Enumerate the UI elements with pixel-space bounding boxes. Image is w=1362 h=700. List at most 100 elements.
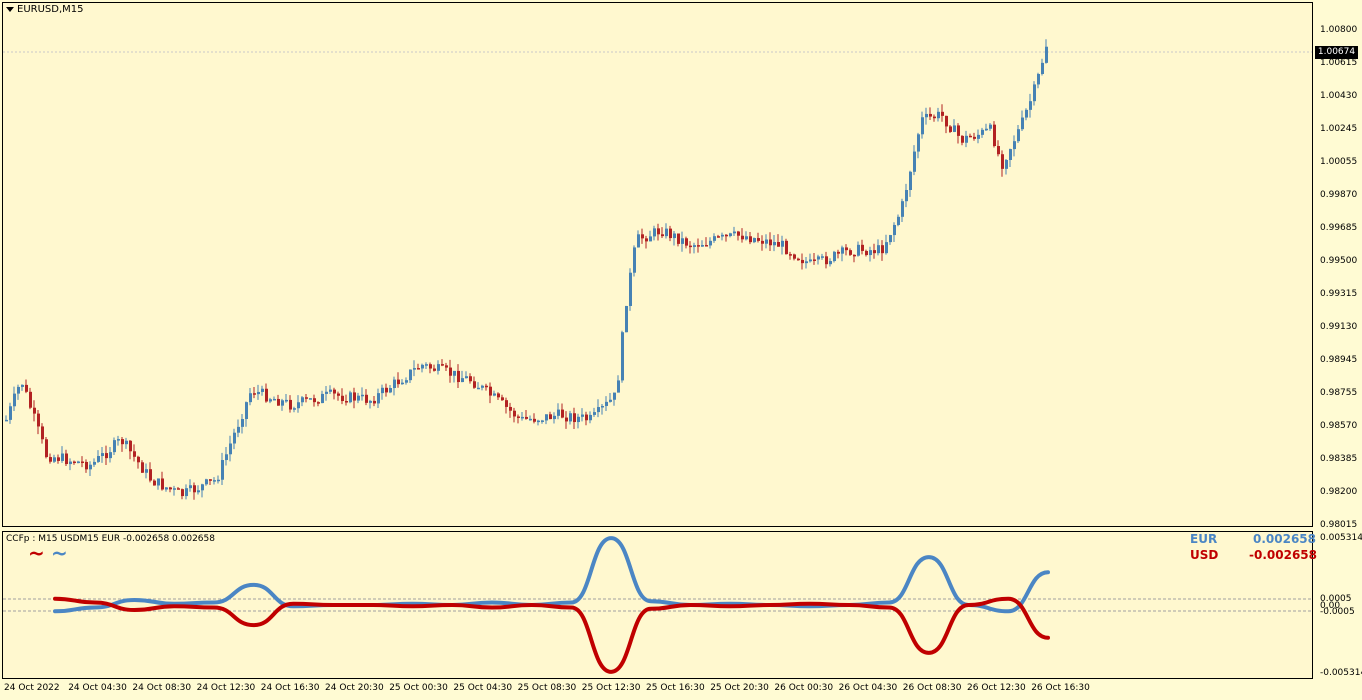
candle-body	[693, 245, 696, 247]
candle-body	[397, 379, 400, 385]
candle-body	[321, 393, 324, 404]
candle-body	[477, 387, 480, 390]
candle-body	[473, 381, 476, 388]
candle-body	[621, 332, 624, 381]
candle-body	[425, 364, 428, 366]
candle-body	[833, 251, 836, 262]
candle-body	[357, 395, 360, 401]
candle-body	[609, 399, 612, 402]
price-tick-label: 0.99870	[1320, 190, 1358, 200]
candle-body	[237, 426, 240, 433]
candle-body	[141, 462, 144, 473]
candle-body	[21, 384, 24, 387]
candle-body	[137, 456, 140, 463]
candle-body	[337, 393, 340, 396]
candle-body	[889, 235, 892, 243]
candle-body	[901, 201, 904, 217]
candle-body	[757, 238, 760, 241]
candle-body	[837, 251, 840, 254]
time-tick-label: 24 Oct 2022	[4, 683, 60, 693]
time-tick-label: 26 Oct 08:30	[902, 683, 962, 693]
indicator-scale-max: 0.005314	[1320, 533, 1362, 543]
candle-body	[825, 256, 828, 265]
candle-body	[765, 239, 768, 244]
candle-body	[805, 261, 808, 264]
candle-body	[285, 399, 288, 402]
candle-body	[769, 239, 772, 246]
candle-body	[481, 385, 484, 388]
candle-body	[637, 234, 640, 248]
candle-body	[325, 391, 328, 394]
candle-body	[301, 397, 304, 403]
price-tick-label: 0.98755	[1320, 388, 1358, 398]
candle-body	[877, 245, 880, 254]
indicator-scale-zero: 0.00	[1320, 601, 1341, 611]
candle-body	[249, 393, 252, 403]
candle-body	[209, 479, 212, 481]
candle-body	[121, 439, 124, 445]
candle-body	[213, 480, 216, 482]
candle-body	[49, 457, 52, 462]
time-tick-label: 24 Oct 16:30	[260, 683, 320, 693]
candle-body	[593, 412, 596, 415]
candle-body	[69, 461, 72, 465]
candle-body	[1013, 141, 1016, 150]
candle-body	[553, 415, 556, 420]
candle-body	[773, 242, 776, 246]
candle-body	[633, 247, 636, 273]
candle-body	[653, 228, 656, 237]
candle-body	[577, 416, 580, 423]
candle-body	[873, 250, 876, 254]
candle-body	[713, 236, 716, 241]
candle-body	[157, 478, 160, 486]
candle-body	[57, 457, 60, 461]
time-tick-label: 26 Oct 00:30	[774, 683, 834, 693]
usd-line-icon: ~	[28, 541, 45, 565]
candle-body	[201, 484, 204, 491]
candle-body	[205, 479, 208, 485]
candle-body	[1041, 62, 1044, 74]
candle-body	[733, 231, 736, 234]
time-tick-label: 25 Oct 04:30	[453, 683, 513, 693]
candle-body	[777, 242, 780, 247]
indicator-area[interactable]	[2, 531, 1313, 679]
candle-body	[845, 247, 848, 251]
chart-title[interactable]: EURUSD,M15	[6, 4, 83, 15]
candle-body	[617, 380, 620, 393]
time-tick-label: 26 Oct 16:30	[1031, 683, 1090, 693]
time-tick-label: 25 Oct 08:30	[517, 683, 577, 693]
time-tick-label: 24 Oct 12:30	[196, 683, 256, 693]
candle-body	[177, 488, 180, 490]
price-tick-label: 0.99315	[1320, 289, 1358, 299]
candle-body	[317, 402, 320, 404]
price-tick-label: 0.98200	[1320, 487, 1358, 497]
candle-body	[573, 413, 576, 423]
time-tick-label: 26 Oct 04:30	[838, 683, 898, 693]
candle-body	[5, 419, 8, 422]
candle-body	[101, 453, 104, 457]
price-tick-label: 1.00800	[1320, 25, 1358, 35]
candle-body	[93, 461, 96, 465]
candle-body	[173, 488, 176, 490]
candle-body	[973, 136, 976, 139]
candle-body	[897, 216, 900, 225]
price-chart-area[interactable]	[2, 2, 1313, 527]
candle-body	[813, 259, 816, 261]
candle-body	[489, 386, 492, 396]
candle-body	[45, 439, 48, 458]
candle-body	[153, 480, 156, 486]
price-tick-label: 1.00245	[1320, 124, 1358, 134]
candle-body	[933, 116, 936, 119]
candle-body	[361, 394, 364, 397]
candle-body	[109, 452, 112, 459]
candle-body	[429, 364, 432, 369]
candle-body	[993, 124, 996, 147]
price-tick-label: 1.00615	[1320, 58, 1358, 68]
candle-body	[681, 238, 684, 244]
candle-body	[745, 236, 748, 240]
candle-body	[737, 231, 740, 236]
candle-body	[549, 414, 552, 420]
candle-body	[453, 370, 456, 376]
price-tick-label: 1.00430	[1320, 91, 1358, 101]
